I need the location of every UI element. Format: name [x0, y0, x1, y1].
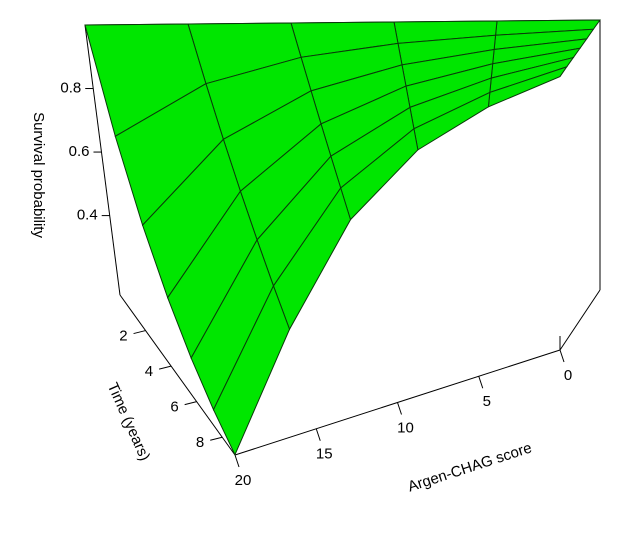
z-axis-label: Survival probability — [30, 112, 47, 238]
z-tick-label: 0.8 — [60, 79, 81, 96]
x-tick — [478, 376, 484, 389]
x-tick-label: 0 — [564, 367, 572, 384]
y-tick-label: 4 — [145, 363, 153, 380]
y-tick-label: 8 — [196, 434, 204, 451]
x-tick-label: 10 — [397, 419, 414, 436]
x-tick-label: 15 — [316, 446, 333, 463]
box-edge — [559, 289, 601, 351]
x-tick — [315, 428, 321, 441]
y-axis-label: Time (years) — [104, 380, 154, 463]
box-edge — [119, 294, 236, 456]
y-tick — [210, 436, 223, 441]
x-tick-label: 20 — [235, 472, 252, 489]
y-tick — [158, 365, 172, 370]
y-tick — [133, 330, 146, 335]
y-tick-label: 6 — [170, 399, 178, 416]
x-tick-label: 5 — [483, 393, 491, 410]
box-edge — [84, 24, 121, 296]
z-tick-label: 0.6 — [69, 143, 90, 160]
y-tick — [184, 401, 197, 406]
x-axis-label: Argen-CHAG score — [406, 439, 534, 495]
y-tick-label: 2 — [119, 328, 127, 345]
z-tick-label: 0.4 — [77, 207, 98, 224]
x-tick — [234, 454, 240, 468]
x-tick — [559, 349, 565, 363]
surface-cell — [212, 284, 291, 456]
x-tick — [397, 402, 402, 415]
